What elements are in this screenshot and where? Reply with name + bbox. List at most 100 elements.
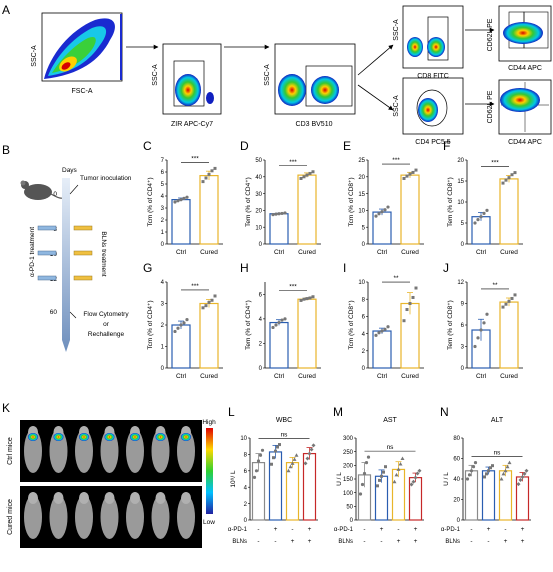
panel-letter-b: B	[2, 143, 10, 157]
y-tick-label: 4	[161, 280, 165, 286]
data-point	[283, 211, 287, 215]
y-axis-label: Tem (% of CD8⁺)	[447, 177, 454, 227]
data-point	[173, 200, 177, 204]
blns-sign: +	[521, 538, 525, 545]
mouse-body	[75, 495, 93, 539]
data-point	[524, 468, 529, 473]
scale-high: High	[202, 419, 216, 426]
ctrl-mice-label: Ctrl mice	[7, 437, 14, 465]
timeline-bar	[62, 178, 70, 352]
sig-label: ***	[491, 160, 499, 167]
data-point	[396, 467, 401, 471]
chart-d: 0 10 20 30 40 50 Tem (% of CD4⁺) *** Ctrl Cured	[245, 158, 321, 256]
data-point	[504, 178, 508, 182]
mice-silhouettes	[24, 426, 195, 539]
data-point	[473, 344, 477, 349]
data-point	[501, 181, 505, 185]
x-tick-label: Cured	[298, 373, 316, 380]
panel-letter-d: D	[240, 139, 249, 153]
data-point	[358, 492, 363, 496]
panel-letter-n: N	[440, 405, 449, 419]
data-point	[383, 208, 387, 212]
y-tick-label: 4	[244, 485, 248, 491]
mouse-body	[177, 429, 195, 473]
apd1-sign: +	[308, 526, 312, 533]
flow-plot-1: SSC-A FSC-A	[31, 12, 123, 95]
sig-label: ***	[191, 283, 199, 290]
flow-y-label-4: SSC-A	[393, 19, 400, 41]
data-point	[254, 469, 259, 473]
data-point	[507, 176, 511, 180]
sig-label: **	[393, 275, 399, 282]
data-point	[210, 169, 214, 173]
data-point	[411, 170, 415, 174]
data-point	[182, 196, 186, 200]
panel-letters: A B C D E F G H I J K L M N	[2, 3, 450, 419]
y-tick-label: 2	[244, 502, 248, 508]
x-tick-label: Cured	[200, 249, 218, 256]
flow-y-label-7: CD62L PE	[487, 90, 494, 123]
y-tick-label: 4	[259, 317, 263, 323]
blns-sign: +	[414, 538, 418, 545]
chart-j: 0 3 6 9 12 Tem (% of CD8⁺) ** Ctrl Cured	[447, 280, 523, 380]
data-point	[507, 299, 511, 303]
y-tick-label: 80	[453, 436, 460, 442]
flow-x-label-2: ZIR APC-Cy7	[171, 121, 213, 128]
y-tick-label: 20	[457, 158, 464, 164]
data-point	[204, 176, 208, 180]
chart-l: 0 2 4 6 8 10 10⁹/ L ns WBC α-PD-1 BLNs - - + - - + + +	[228, 417, 318, 545]
data-point	[386, 205, 390, 209]
signal-spot	[130, 433, 140, 441]
data-point	[469, 469, 474, 473]
data-point	[286, 468, 291, 473]
data-point	[311, 443, 316, 448]
data-point	[311, 295, 315, 299]
signal-spot	[104, 433, 115, 441]
y-tick-label: 12	[457, 280, 464, 286]
x-tick-label: Cured	[298, 249, 316, 256]
data-point	[207, 300, 211, 304]
sig-label: ***	[392, 157, 400, 164]
y-tick-label: 2	[161, 323, 165, 329]
y-tick-label: 20	[453, 498, 460, 504]
apd1-sign: -	[504, 526, 506, 533]
rechallenge-label: Rechallenge	[88, 331, 125, 338]
panel-letter-l: L	[228, 405, 235, 419]
y-tick-label: 100	[343, 491, 354, 497]
y-tick-label: 0	[161, 366, 165, 372]
data-point	[272, 456, 275, 460]
data-point	[409, 482, 414, 487]
data-point	[280, 211, 284, 216]
y-tick-label: 200	[343, 464, 354, 470]
panel-letter-k: K	[2, 401, 10, 415]
apd1-sign: -	[470, 526, 472, 533]
data-point	[278, 443, 281, 447]
data-point	[294, 453, 299, 457]
flow-y-label-3: SSC-A	[264, 64, 271, 86]
x-tick-label: Cured	[500, 249, 518, 256]
data-point	[513, 171, 517, 175]
y-tick-label: 6	[244, 469, 248, 475]
data-point	[173, 329, 177, 334]
data-point	[383, 327, 387, 331]
data-point	[274, 323, 278, 327]
chart-m: 0 50 100 150 200 250 300 U / L ns AST α-PD-1 BLNs - -…	[334, 417, 424, 545]
chart-title: WBC	[276, 417, 292, 424]
chart-title: ALT	[491, 417, 504, 424]
data-point	[288, 464, 293, 469]
color-scale-bar	[206, 428, 213, 514]
data-point	[380, 329, 384, 333]
mouse-body	[126, 429, 144, 473]
sig-label: ns	[281, 432, 289, 439]
flow-plot-4: SSC-A CD8 FITC	[393, 5, 464, 80]
bar	[268, 451, 283, 521]
mouse-body	[100, 429, 119, 473]
y-axis-label: Tem (% of CD4⁺)	[245, 300, 252, 350]
bar	[499, 178, 519, 245]
data-point	[414, 286, 418, 290]
data-point	[476, 218, 480, 222]
data-point	[479, 328, 483, 332]
mouse-head	[130, 492, 140, 504]
y-tick-label: 10	[255, 225, 262, 231]
y-tick-label: 0	[259, 366, 263, 372]
